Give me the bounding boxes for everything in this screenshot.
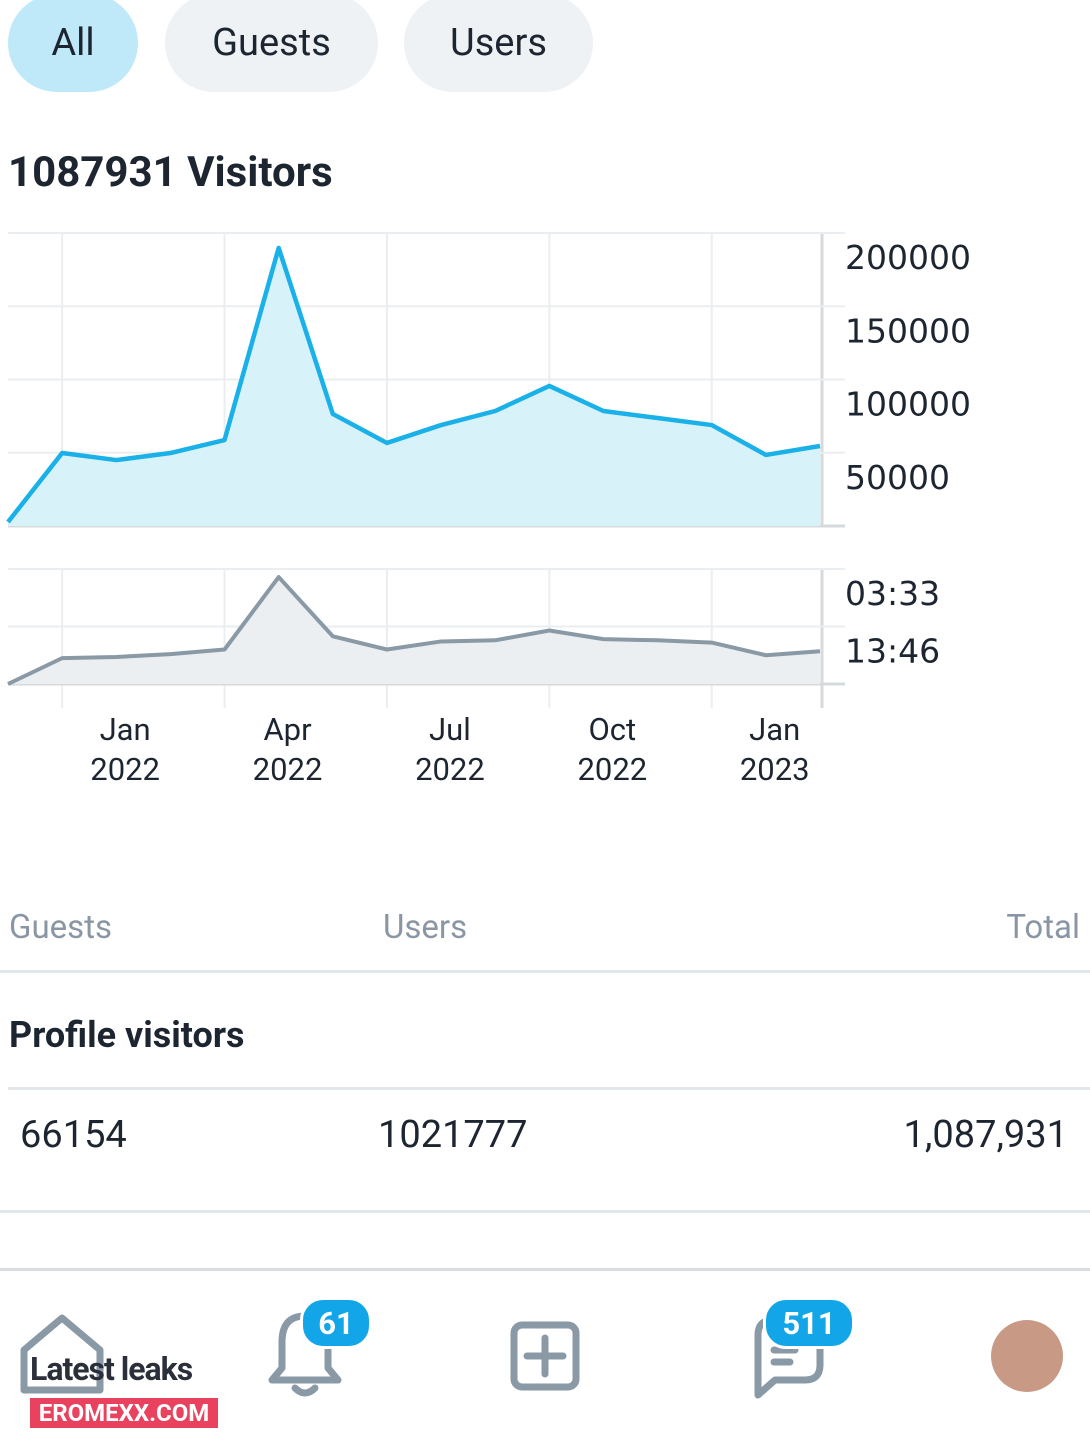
tab-users[interactable]: Users [404,0,593,92]
line [7,575,821,686]
x-tick-label: Jan 2023 [739,711,810,788]
y-tick-label: 13:46 [845,632,940,671]
y-tick-label: 50000 [845,458,950,497]
y-tick-label: 100000 [845,385,971,424]
line [6,245,821,524]
avatar[interactable] [991,1320,1063,1392]
title: 1087931 Visitors [8,148,333,197]
charts: 200000 150000 100000 50000 03:33 13:46 [6,232,971,708]
msg-badge: 511 [763,1297,855,1349]
y-tick-label: 150000 [845,311,971,350]
cell: 1021777 [378,1113,528,1157]
divider [8,1087,1090,1090]
col-header: Total [1006,908,1080,947]
watermark: EROMEXX.COM [30,1398,218,1428]
x-tick-label: Jul 2022 [415,711,485,788]
cell: 66154 [20,1113,127,1157]
add-icon[interactable] [510,1321,580,1391]
col-header: Guests [9,908,113,947]
tab-all[interactable]: All [8,0,138,92]
col-header: Users [383,908,468,947]
tab-guests[interactable]: Guests [165,0,378,92]
home-icon[interactable] [20,1314,104,1394]
cell: 1,087,931 [903,1113,1068,1157]
area [8,577,820,684]
divider [0,970,1090,973]
divider [0,1210,1090,1213]
watermark: Latest leaks [30,1350,193,1388]
y-tick-label: 03:33 [845,574,940,613]
section-title: Profile visitors [9,1014,245,1056]
x-tick-label: Oct 2022 [577,711,648,788]
x-tick-label: Apr 2022 [252,711,323,788]
y-tick-label: 200000 [845,238,971,277]
area [8,247,820,526]
x-tick-label: Jan 2022 [90,711,160,788]
nav-border [0,1268,1090,1271]
notif-badge: 61 [300,1297,372,1349]
